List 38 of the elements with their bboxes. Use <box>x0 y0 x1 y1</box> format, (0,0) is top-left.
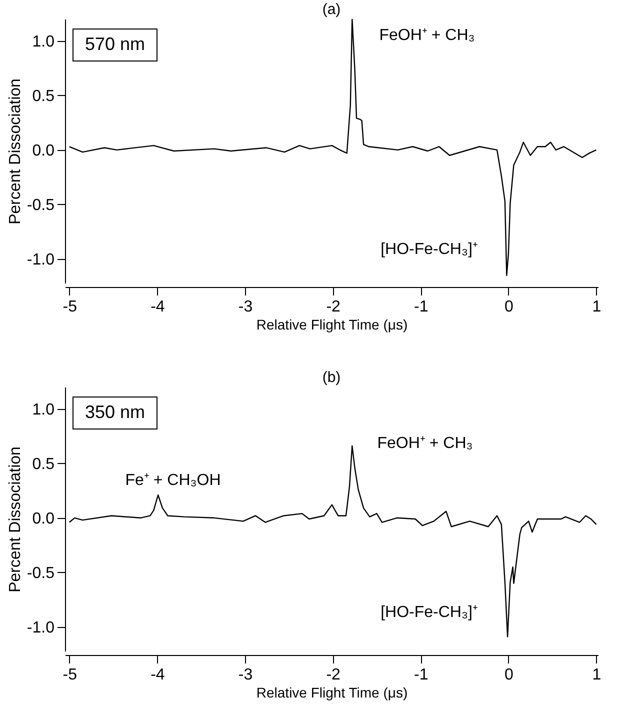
x-tick-label: -1 <box>414 298 428 316</box>
annotation: Fe⁺ + CH₃OH <box>125 472 221 489</box>
annotation: 570 nm <box>84 34 146 54</box>
y-tick-label: -1.0 <box>26 620 55 636</box>
x-axis-title: Relative Flight Time (μs) <box>256 316 408 332</box>
y-axis-title: Percent Dissociation <box>6 446 24 592</box>
x-tick-label: -2 <box>326 666 341 684</box>
x-tick-label: 0 <box>504 666 514 684</box>
x-tick-label: -4 <box>150 298 165 316</box>
x-tick-label: -2 <box>326 298 341 316</box>
y-tick-label: 0.0 <box>32 142 55 160</box>
x-tick-label: -3 <box>238 298 253 316</box>
y-tick-label: 0.5 <box>32 88 55 105</box>
y-tick-label: 0.5 <box>32 456 55 473</box>
y-tick-label: -1.0 <box>26 252 55 268</box>
x-tick-label: 1 <box>592 298 602 316</box>
x-tick-label: -3 <box>238 666 253 684</box>
line-series <box>68 19 597 276</box>
chart-title: (b) <box>322 369 341 386</box>
y-axis-title: Percent Dissociation <box>6 78 24 224</box>
x-tick-label: -4 <box>150 666 165 684</box>
y-tick-label: 1.0 <box>32 401 55 418</box>
annotation: FeOH⁺ + CH₃ <box>377 435 473 452</box>
y-tick-label: -0.5 <box>26 196 55 214</box>
annotation: [HO-Fe-CH₃]⁺ <box>380 604 478 621</box>
y-tick-label: 0.0 <box>32 510 55 528</box>
y-tick-label: 1.0 <box>32 33 55 50</box>
y-tick-label: -0.5 <box>26 564 55 582</box>
x-tick-label: -5 <box>62 298 78 316</box>
annotation: 350 nm <box>84 402 146 422</box>
x-tick-label: -1 <box>414 666 428 684</box>
x-tick-label: 1 <box>592 666 602 684</box>
x-tick-label: -5 <box>62 666 78 684</box>
annotation: [HO-Fe-CH₃]⁺ <box>380 241 478 258</box>
chart-title: (a) <box>322 1 341 18</box>
annotation: FeOH⁺ + CH₃ <box>379 27 475 44</box>
x-tick-label: 0 <box>504 298 514 316</box>
x-axis-title: Relative Flight Time (μs) <box>256 684 408 700</box>
